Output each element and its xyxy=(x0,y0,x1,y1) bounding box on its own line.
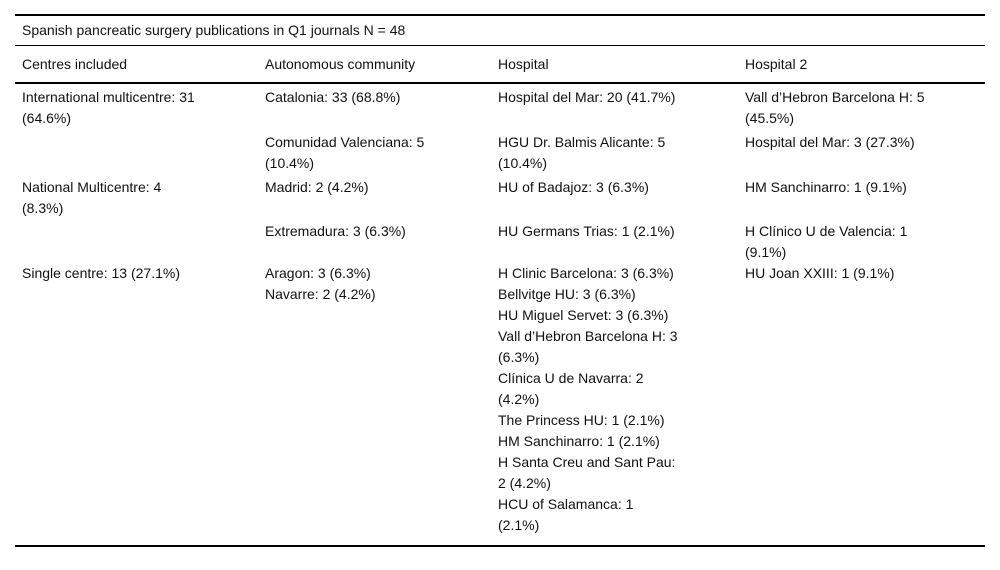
column-header-autonomous-community: Autonomous community xyxy=(265,56,416,73)
table-row: Single centre: 13 (27.1%) Aragon: 3 (6.3… xyxy=(22,263,985,536)
table-top-rule xyxy=(15,14,985,16)
table-cell: HU Joan XXIII: 1 (9.1%) xyxy=(745,265,895,282)
table-row: Comunidad Valenciana: 5 (10.4%) HGU Dr. … xyxy=(22,132,985,177)
table-cell: Extremadura: 3 (6.3%) xyxy=(265,223,406,240)
table-bottom-rule xyxy=(15,545,985,547)
table-cell: Hospital del Mar: 3 (27.3%) xyxy=(745,134,915,151)
table-cell: Madrid: 2 (4.2%) xyxy=(265,179,369,196)
table-cell: Single centre: 13 (27.1%) xyxy=(22,265,180,282)
table-cell: HGU Dr. Balmis Alicante: 5 (10.4%) xyxy=(498,134,666,172)
table-row: International multicentre: 31 (64.6%) Ca… xyxy=(22,87,985,132)
table-cell: HU of Badajoz: 3 (6.3%) xyxy=(498,179,649,196)
table-cell: H Clinic Barcelona: 3 (6.3%) Bellvitge H… xyxy=(498,265,678,534)
table-cell: Comunidad Valenciana: 5 (10.4%) xyxy=(265,134,425,172)
table-body: International multicentre: 31 (64.6%) Ca… xyxy=(15,84,985,545)
table-cell: Hospital del Mar: 20 (41.7%) xyxy=(498,89,676,106)
table-cell: Catalonia: 33 (68.8%) xyxy=(265,89,401,106)
table-row: Extremadura: 3 (6.3%) HU Germans Trias: … xyxy=(22,221,985,263)
table-header-row: Centres included Autonomous community Ho… xyxy=(15,46,985,82)
table-cell: Aragon: 3 (6.3%) Navarre: 2 (4.2%) xyxy=(265,265,376,303)
table-cell: HU Germans Trias: 1 (2.1%) xyxy=(498,223,675,240)
column-header-hospital-2: Hospital 2 xyxy=(745,56,808,73)
table-cell: International multicentre: 31 (64.6%) xyxy=(22,89,195,127)
publications-table: Spanish pancreatic surgery publications … xyxy=(15,14,985,547)
title-divider-rule xyxy=(15,45,985,47)
column-header-hospital: Hospital xyxy=(498,56,549,73)
table-cell: HM Sanchinarro: 1 (9.1%) xyxy=(745,179,907,196)
table-cell: Vall d’Hebron Barcelona H: 5 (45.5%) xyxy=(745,89,925,127)
table-row: National Multicentre: 4 (8.3%) Madrid: 2… xyxy=(22,177,985,221)
table-cell: National Multicentre: 4 (8.3%) xyxy=(22,179,162,217)
table-cell: H Clínico U de Valencia: 1 (9.1%) xyxy=(745,223,908,261)
table-title: Spanish pancreatic surgery publications … xyxy=(22,22,406,38)
column-header-centres-included: Centres included xyxy=(22,56,128,73)
header-divider-rule xyxy=(15,82,985,85)
